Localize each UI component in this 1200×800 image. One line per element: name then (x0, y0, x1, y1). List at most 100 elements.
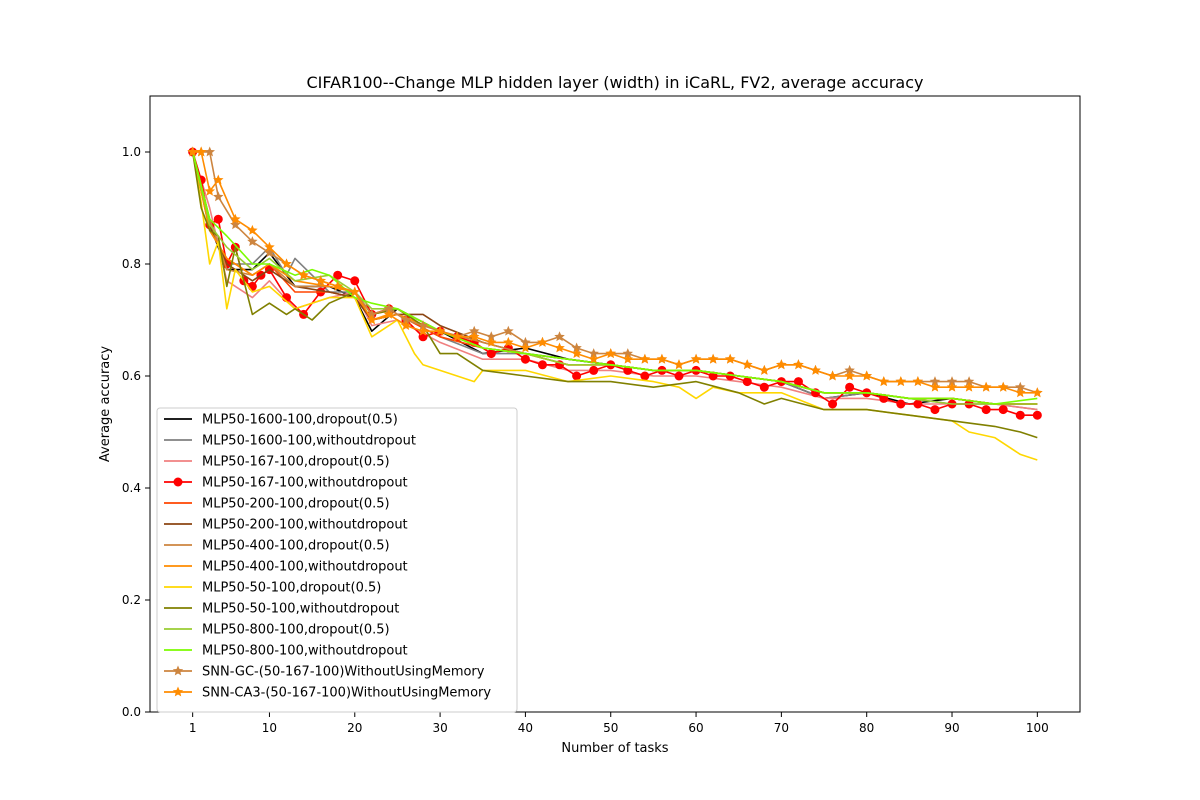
series-10 (191, 151, 1038, 439)
data-point (434, 325, 446, 336)
y-axis-label: Average accuracy (98, 346, 113, 462)
data-point (605, 348, 616, 358)
data-point (417, 325, 429, 336)
legend-label: MLP50-200-100,withoutdropout (202, 518, 408, 533)
data-point (1015, 381, 1026, 392)
data-point (400, 314, 412, 325)
data-point (486, 331, 497, 342)
data-point (673, 359, 685, 370)
legend-entry: SNN-CA3-(50-167-100)WithoutUsingMemory (164, 686, 491, 701)
data-point (486, 349, 496, 359)
y-tick-label: 1.0 (122, 145, 141, 159)
data-point (1015, 387, 1026, 398)
data-point (537, 336, 548, 347)
data-point (247, 224, 258, 235)
chart-title: CIFAR100--Change MLP hidden layer (width… (306, 73, 923, 92)
data-point (998, 381, 1009, 392)
data-point (759, 364, 770, 375)
data-point (247, 236, 258, 246)
x-tick-label: 1 (189, 721, 197, 735)
series-12 (191, 151, 1038, 405)
legend-entry: MLP50-50-100,withoutdropout (164, 602, 399, 617)
legend-label: MLP50-50-100,dropout(0.5) (202, 581, 381, 596)
data-point (281, 258, 292, 269)
x-tick-label: 10 (262, 721, 277, 735)
legend-label: MLP50-167-100,withoutdropout (202, 476, 408, 491)
data-point (963, 381, 975, 392)
data-point (588, 353, 599, 364)
data-point (554, 331, 565, 342)
data-point (503, 336, 514, 347)
data-point (827, 370, 838, 381)
legend-entry: MLP50-200-100,withoutdropout (164, 518, 408, 533)
legend-entry: MLP50-800-100,dropout(0.5) (164, 623, 390, 638)
x-tick-label: 30 (432, 721, 447, 735)
data-point (690, 353, 702, 364)
legend-label: MLP50-1600-100,withoutdropout (202, 434, 416, 449)
data-point (572, 371, 582, 381)
legend-marker (172, 686, 184, 697)
series-line (191, 151, 1038, 439)
data-point (759, 382, 769, 392)
data-point (912, 376, 924, 386)
data-point (930, 405, 940, 415)
legend-entry: MLP50-50-100,dropout(0.5) (164, 581, 381, 596)
data-point (589, 365, 599, 375)
legend-label: MLP50-167-100,dropout(0.5) (202, 455, 390, 470)
legend-entry: MLP50-800-100,withoutdropout (164, 644, 408, 659)
x-tick-label: 100 (1026, 721, 1049, 735)
data-point (623, 365, 633, 375)
x-tick-label: 20 (347, 721, 362, 735)
data-point (469, 331, 480, 342)
legend-label: MLP50-400-100,withoutdropout (202, 560, 408, 575)
legend-label: MLP50-1600-100,dropout(0.5) (202, 413, 398, 428)
data-point (571, 348, 582, 358)
data-point (980, 381, 992, 392)
data-point (417, 320, 429, 330)
data-point (674, 371, 684, 381)
x-tick-label: 80 (859, 721, 874, 735)
legend-entry: MLP50-1600-100,withoutdropout (164, 434, 416, 449)
legend-marker (172, 665, 184, 676)
legend-label: MLP50-800-100,dropout(0.5) (202, 623, 390, 638)
x-tick-label: 60 (688, 721, 703, 735)
data-point (383, 303, 395, 314)
data-point (520, 342, 531, 353)
data-point (213, 174, 224, 185)
data-point (520, 354, 530, 364)
series-layer (187, 146, 1043, 461)
data-point (204, 185, 215, 196)
data-point (929, 376, 941, 386)
legend-label: MLP50-50-100,withoutdropout (202, 602, 399, 617)
data-point (742, 377, 752, 387)
legend-entry: MLP50-167-100,withoutdropout (164, 476, 408, 491)
data-point (844, 364, 855, 375)
legend-entry: MLP50-167-100,dropout(0.5) (164, 455, 390, 470)
y-tick-label: 0.4 (122, 481, 141, 495)
legend-entry: SNN-GC-(50-167-100)WithoutUsingMemory (164, 665, 485, 680)
y-axis: 0.0 0.2 0.4 0.6 0.8 1.0 (122, 145, 150, 719)
data-point (588, 348, 599, 358)
data-point (213, 191, 224, 202)
data-point (503, 325, 514, 336)
x-axis-label: Number of tasks (561, 741, 668, 756)
data-point (332, 280, 343, 291)
data-point (844, 370, 855, 381)
data-point (707, 353, 719, 364)
x-tick-label: 70 (774, 721, 789, 735)
data-point (963, 376, 975, 386)
data-point (400, 320, 412, 330)
data-point (213, 214, 223, 224)
legend-entry: MLP50-200-100,dropout(0.5) (164, 497, 390, 512)
y-tick-label: 0.2 (122, 593, 141, 607)
data-point (861, 370, 872, 381)
data-point (520, 336, 531, 347)
legend-entry: MLP50-1600-100,dropout(0.5) (164, 413, 398, 428)
x-axis: 1 10 20 30 40 50 60 70 80 90 100 (189, 712, 1049, 735)
data-point (196, 146, 207, 157)
legend-label: MLP50-800-100,withoutdropout (202, 644, 408, 659)
data-point (998, 405, 1008, 415)
data-point (656, 353, 668, 364)
data-point (264, 241, 275, 252)
data-point (708, 371, 718, 381)
